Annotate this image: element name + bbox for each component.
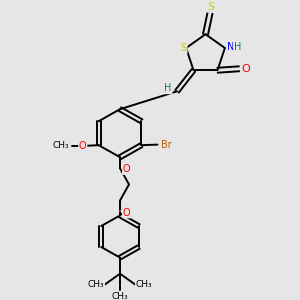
Text: O: O bbox=[241, 64, 250, 74]
Text: O: O bbox=[79, 141, 87, 151]
Text: CH₃: CH₃ bbox=[88, 280, 104, 289]
Text: O: O bbox=[123, 164, 130, 174]
Text: H: H bbox=[234, 41, 241, 52]
Text: CH₃: CH₃ bbox=[53, 141, 70, 150]
Text: CH₃: CH₃ bbox=[112, 292, 128, 300]
Text: H: H bbox=[164, 83, 172, 93]
Text: N: N bbox=[226, 41, 234, 52]
Text: O: O bbox=[123, 208, 130, 218]
Text: S: S bbox=[207, 2, 214, 12]
Text: Br: Br bbox=[161, 140, 172, 150]
Text: S: S bbox=[181, 43, 187, 53]
Text: CH₃: CH₃ bbox=[136, 280, 152, 289]
